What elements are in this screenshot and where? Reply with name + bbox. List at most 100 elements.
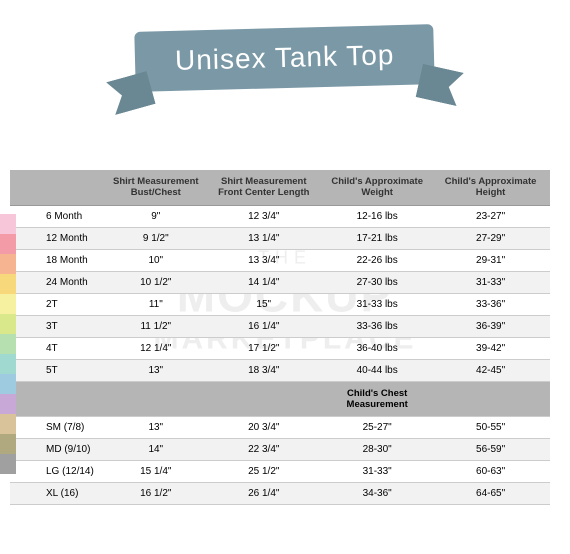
data-cell: 13 3/4" — [204, 249, 323, 271]
data-cell: 31-33" — [323, 460, 431, 482]
data-cell: 20 3/4" — [204, 416, 323, 438]
table-row: MD (9/10)14"22 3/4"28-30"56-59" — [10, 438, 550, 460]
color-swatch — [0, 214, 16, 234]
data-cell: 11" — [107, 293, 204, 315]
data-cell: 60-63" — [431, 460, 550, 482]
data-cell: 64-65" — [431, 482, 550, 504]
color-swatch — [0, 394, 16, 414]
data-cell: 36-39" — [431, 315, 550, 337]
color-swatch — [0, 354, 16, 374]
table-row: SM (7/8)13"20 3/4"25-27"50-55" — [10, 416, 550, 438]
header-empty — [10, 170, 107, 205]
table-row: 4T12 1/4"17 1/2"36-40 lbs39-42" — [10, 337, 550, 359]
data-cell: 12-16 lbs — [323, 205, 431, 227]
data-cell: 36-40 lbs — [323, 337, 431, 359]
data-cell: 29-31" — [431, 249, 550, 271]
data-cell: 27-30 lbs — [323, 271, 431, 293]
size-cell: 12 Month — [10, 227, 107, 249]
header-bust: Shirt Measurement Bust/Chest — [107, 170, 204, 205]
color-swatch — [0, 274, 16, 294]
data-cell: 33-36 lbs — [323, 315, 431, 337]
data-cell: 10" — [107, 249, 204, 271]
size-cell: 3T — [10, 315, 107, 337]
data-cell: 13" — [107, 416, 204, 438]
data-cell: 13 1/4" — [204, 227, 323, 249]
data-cell: 12 1/4" — [107, 337, 204, 359]
size-cell: XL (16) — [10, 482, 107, 504]
header-length: Shirt Measurement Front Center Length — [204, 170, 323, 205]
data-cell: 26 1/4" — [204, 482, 323, 504]
size-cell: LG (12/14) — [10, 460, 107, 482]
size-cell: 24 Month — [10, 271, 107, 293]
size-cell: SM (7/8) — [10, 416, 107, 438]
color-swatch — [0, 414, 16, 434]
data-cell: 39-42" — [431, 337, 550, 359]
data-cell: 42-45" — [431, 359, 550, 381]
table-row: 24 Month10 1/2"14 1/4"27-30 lbs31-33" — [10, 271, 550, 293]
header-row: Shirt Measurement Bust/Chest Shirt Measu… — [10, 170, 550, 205]
data-cell: 17-21 lbs — [323, 227, 431, 249]
data-cell: 31-33 lbs — [323, 293, 431, 315]
size-cell: 2T — [10, 293, 107, 315]
data-cell: 28-30" — [323, 438, 431, 460]
banner-ribbon: Unisex Tank Top — [135, 24, 436, 92]
table-row: 3T11 1/2"16 1/4"33-36 lbs36-39" — [10, 315, 550, 337]
data-cell: 25-27" — [323, 416, 431, 438]
size-cell: 4T — [10, 337, 107, 359]
size-cell: 18 Month — [10, 249, 107, 271]
data-cell: 27-29" — [431, 227, 550, 249]
table-row: 2T11"15"31-33 lbs33-36" — [10, 293, 550, 315]
data-cell: 9 1/2" — [107, 227, 204, 249]
color-swatch — [0, 234, 16, 254]
mid-header-empty — [204, 381, 323, 416]
mid-header-empty — [107, 381, 204, 416]
size-cell: 5T — [10, 359, 107, 381]
data-cell: 25 1/2" — [204, 460, 323, 482]
data-cell: 11 1/2" — [107, 315, 204, 337]
color-swatch — [0, 454, 16, 474]
data-cell: 23-27" — [431, 205, 550, 227]
data-cell: 17 1/2" — [204, 337, 323, 359]
ribbon-tail-left — [106, 71, 156, 115]
header-height: Child's Approximate Height — [431, 170, 550, 205]
data-cell: 14" — [107, 438, 204, 460]
data-cell: 22-26 lbs — [323, 249, 431, 271]
size-cell: MD (9/10) — [10, 438, 107, 460]
table-row: 5T13"18 3/4"40-44 lbs42-45" — [10, 359, 550, 381]
header-weight: Child's Approximate Weight — [323, 170, 431, 205]
mid-header-empty — [431, 381, 550, 416]
data-cell: 16 1/4" — [204, 315, 323, 337]
mid-header-label: Child's Chest Measurement — [323, 381, 431, 416]
table-row: XL (16)16 1/2"26 1/4"34-36"64-65" — [10, 482, 550, 504]
data-cell: 15" — [204, 293, 323, 315]
table-row: 18 Month10"13 3/4"22-26 lbs29-31" — [10, 249, 550, 271]
color-swatches — [0, 214, 16, 474]
mid-header-empty — [10, 381, 107, 416]
size-cell: 6 Month — [10, 205, 107, 227]
data-cell: 9" — [107, 205, 204, 227]
color-swatch — [0, 254, 16, 274]
color-swatch — [0, 294, 16, 314]
color-swatch — [0, 374, 16, 394]
data-cell: 15 1/4" — [107, 460, 204, 482]
color-swatch — [0, 314, 16, 334]
data-cell: 10 1/2" — [107, 271, 204, 293]
ribbon-tail-right — [416, 64, 464, 106]
table-row: 12 Month9 1/2"13 1/4"17-21 lbs27-29" — [10, 227, 550, 249]
data-cell: 18 3/4" — [204, 359, 323, 381]
color-swatch — [0, 434, 16, 454]
data-cell: 31-33" — [431, 271, 550, 293]
banner-title: Unisex Tank Top — [175, 39, 395, 76]
title-banner: Unisex Tank Top — [0, 28, 570, 88]
data-cell: 13" — [107, 359, 204, 381]
table-row: LG (12/14)15 1/4"25 1/2"31-33"60-63" — [10, 460, 550, 482]
table-row: 6 Month9"12 3/4"12-16 lbs23-27" — [10, 205, 550, 227]
size-chart: Shirt Measurement Bust/Chest Shirt Measu… — [10, 170, 550, 505]
data-cell: 50-55" — [431, 416, 550, 438]
mid-header-row: Child's Chest Measurement — [10, 381, 550, 416]
data-cell: 33-36" — [431, 293, 550, 315]
data-cell: 56-59" — [431, 438, 550, 460]
size-table: Shirt Measurement Bust/Chest Shirt Measu… — [10, 170, 550, 505]
data-cell: 22 3/4" — [204, 438, 323, 460]
data-cell: 34-36" — [323, 482, 431, 504]
